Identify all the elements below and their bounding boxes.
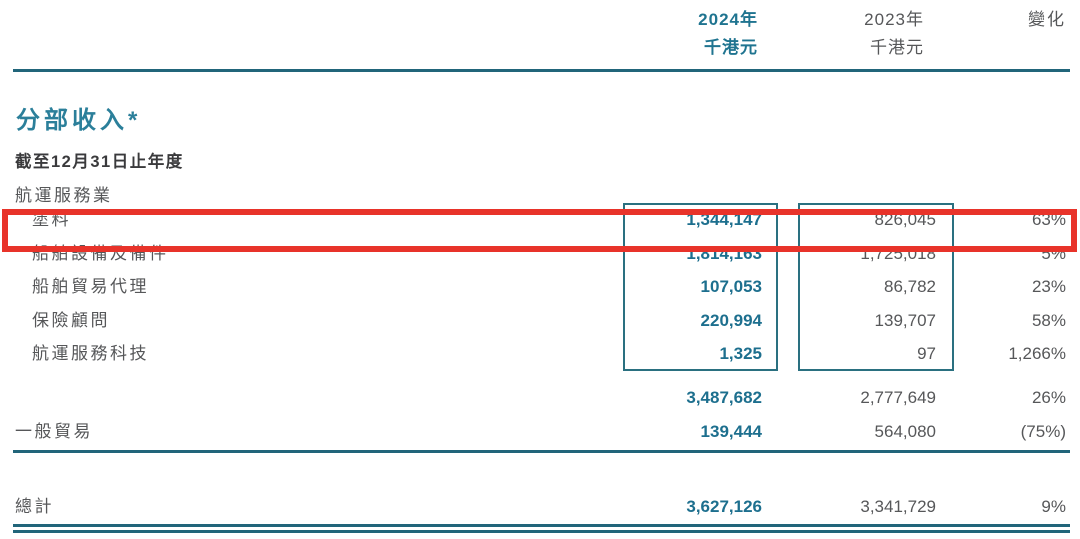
row-label: 保險顧問 xyxy=(32,310,110,330)
table-column-headers: 2024年 千港元 2023年 千港元 變化 xyxy=(13,6,1070,62)
column-header-2023-unit: 千港元 xyxy=(870,38,924,57)
table-row-shipping-service-technology: 航運服務科技 1,325 97 1,266% xyxy=(13,337,1070,371)
column-header-2024-year: 2024年 xyxy=(698,10,758,29)
column-gap xyxy=(778,490,798,524)
column-gap xyxy=(778,304,798,338)
change-value: 58% xyxy=(1031,310,1066,330)
column-header-2024: 2024年 千港元 xyxy=(623,6,778,62)
column-header-2023: 2023年 千港元 xyxy=(798,6,954,62)
change-value: 26% xyxy=(1031,388,1066,407)
total-double-line-top xyxy=(13,524,1070,527)
change-value: (75%) xyxy=(1020,422,1066,441)
value-2024: 1,325 xyxy=(719,344,762,364)
value-2024: 220,994 xyxy=(700,310,762,330)
column-gap xyxy=(778,381,798,415)
value-2024: 107,053 xyxy=(700,277,762,297)
value-2024: 139,444 xyxy=(700,422,762,441)
row-label: 總計 xyxy=(15,497,54,516)
subtotal-divider-line xyxy=(13,450,1070,453)
value-2023: 2,777,649 xyxy=(860,388,936,407)
table-row-insurance-consultancy: 保險顧問 220,994 139,707 58% xyxy=(13,304,1070,338)
total-double-line-bottom xyxy=(13,529,1070,533)
row-label: 一般貿易 xyxy=(15,422,93,441)
change-value: 63% xyxy=(1031,210,1066,229)
column-gap xyxy=(778,237,798,271)
change-value: 9% xyxy=(1041,497,1066,516)
column-header-2023-year: 2023年 xyxy=(864,10,924,29)
group-label-shipping-services: 航運服務業 xyxy=(15,186,113,205)
change-value: 23% xyxy=(1031,277,1066,297)
value-2023: 139,707 xyxy=(874,310,936,330)
table-row-general-trading: 一般貿易 139,444 564,080 (75%) xyxy=(13,415,1070,449)
header-spacer xyxy=(13,6,623,62)
column-gap xyxy=(778,415,798,449)
column-gap xyxy=(778,6,798,62)
section-title: 分部收入* xyxy=(16,107,142,134)
shipping-services-rows: 塗料 1,344,147 826,045 63% 船舶設備及備件 1,814,1… xyxy=(13,203,1070,371)
value-2024: 1,344,147 xyxy=(686,210,762,229)
value-2024: 1,814,163 xyxy=(686,243,762,263)
table-row-total: 總計 3,627,126 3,341,729 9% xyxy=(13,490,1070,524)
change-value: 5% xyxy=(1041,243,1066,263)
value-2023: 3,341,729 xyxy=(860,497,936,516)
value-2023: 564,080 xyxy=(874,422,936,441)
row-label: 船舶設備及備件 xyxy=(32,243,169,263)
column-gap xyxy=(778,337,798,371)
table-row-ship-trading-agency: 船舶貿易代理 107,053 86,782 23% xyxy=(13,270,1070,304)
value-2023: 97 xyxy=(917,344,936,364)
table-row-subtotal: 3,487,682 2,777,649 26% xyxy=(13,381,1070,415)
row-label: 船舶貿易代理 xyxy=(32,277,149,297)
table-row-ship-equipment-and-spare-parts: 船舶設備及備件 1,814,163 1,725,018 5% xyxy=(13,237,1070,271)
value-2023: 826,045 xyxy=(874,210,936,229)
column-header-change: 變化 xyxy=(1028,10,1066,29)
row-label: 航運服務科技 xyxy=(32,344,149,364)
row-label xyxy=(13,381,623,415)
value-2023: 1,725,018 xyxy=(860,243,936,263)
change-value: 1,266% xyxy=(1008,344,1066,364)
column-gap xyxy=(778,203,798,237)
value-2024: 3,487,682 xyxy=(686,388,762,407)
column-header-2024-unit: 千港元 xyxy=(704,38,758,57)
row-label: 塗料 xyxy=(32,210,71,229)
table-row-coatings: 塗料 1,344,147 826,045 63% xyxy=(13,203,1070,237)
period-subtitle: 截至12月31日止年度 xyxy=(15,153,184,171)
value-2023: 86,782 xyxy=(884,277,936,297)
header-divider-line xyxy=(13,69,1070,72)
value-2024: 3,627,126 xyxy=(686,497,762,516)
column-gap xyxy=(778,270,798,304)
